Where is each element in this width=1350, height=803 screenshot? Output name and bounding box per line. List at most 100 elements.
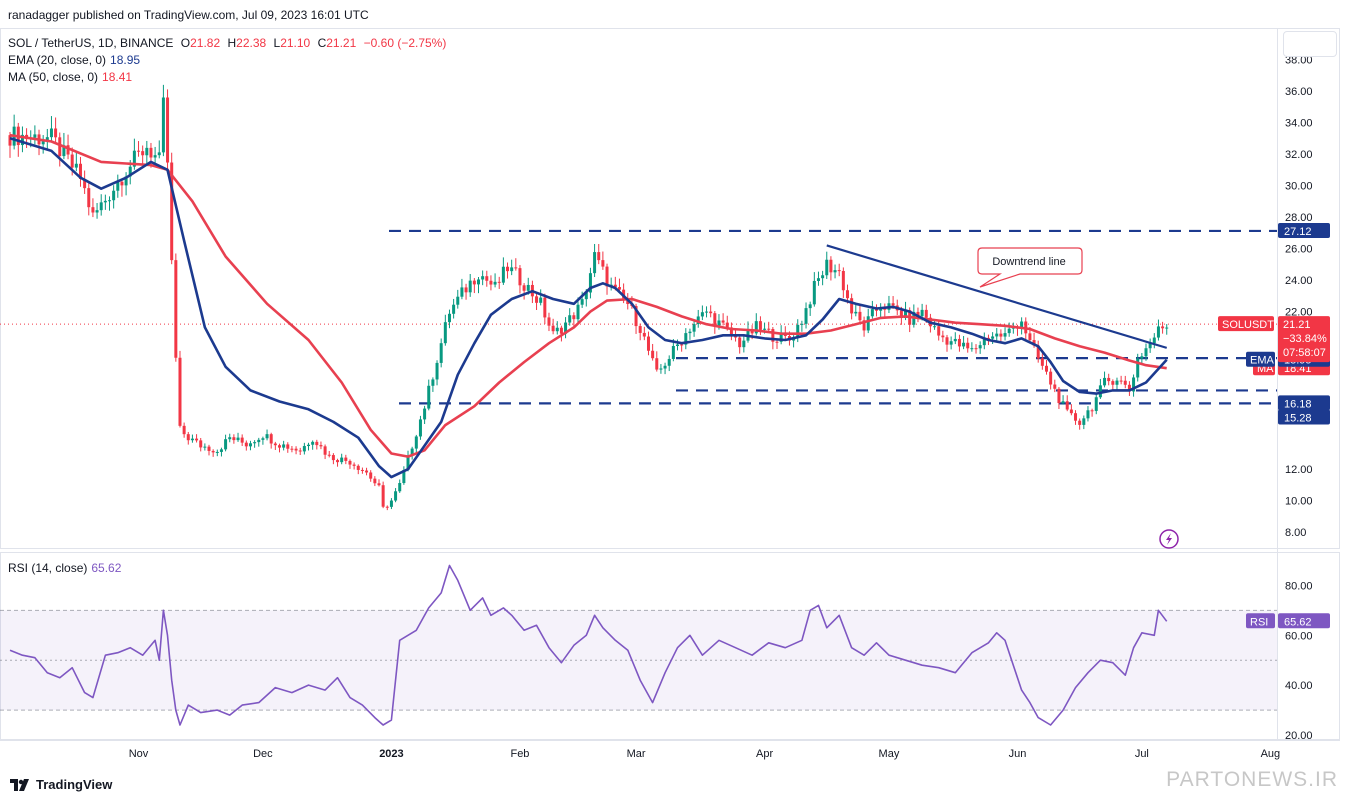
candle-body: [282, 444, 286, 448]
candle-body: [800, 323, 804, 325]
candle-body: [858, 311, 862, 321]
candle-body: [348, 460, 352, 465]
candle-body: [385, 506, 389, 508]
candle-body: [613, 284, 617, 288]
lightning-icon[interactable]: [1159, 529, 1179, 549]
rsi-value-tag: 65.62: [1284, 616, 1312, 628]
candle-body: [501, 266, 505, 283]
candle-body: [941, 335, 945, 338]
candle-body: [418, 419, 422, 437]
candle-body: [825, 259, 829, 276]
rsi-band-fill: [0, 610, 1277, 711]
candle-body: [265, 434, 269, 439]
price-axis-tick: 22.00: [1285, 307, 1313, 319]
candle-body: [933, 326, 937, 328]
symbol-tag: SOLUSDT: [1222, 319, 1274, 331]
time-axis-tick: Aug: [1261, 748, 1281, 760]
time-axis-tick: Apr: [756, 748, 773, 760]
candle-body: [120, 181, 124, 186]
candle-body: [580, 299, 584, 305]
candle-body: [539, 297, 543, 303]
candle-body: [1036, 345, 1040, 359]
candle-body: [311, 441, 315, 445]
candle-body: [493, 281, 497, 285]
candle-body: [510, 267, 514, 272]
candle-body: [381, 485, 385, 507]
level-tag-16-18: 16.18: [1284, 398, 1312, 410]
candle-body: [522, 285, 526, 291]
annotation-callout: Downtrend line: [977, 247, 1083, 288]
candle-body: [1136, 358, 1140, 378]
candle-body: [891, 303, 895, 306]
price-axis-tick: 36.00: [1285, 86, 1313, 98]
candle-body: [443, 322, 447, 344]
candle-body: [837, 270, 841, 272]
candle-body: [1094, 397, 1098, 411]
candle-body: [725, 322, 729, 328]
candle-body: [257, 439, 261, 443]
time-axis-tick: Mar: [627, 748, 646, 760]
price-axis-tick: 34.00: [1285, 118, 1313, 130]
candle-body: [302, 446, 306, 452]
candle-body: [601, 260, 605, 267]
candle-body: [638, 326, 642, 333]
candle-body: [360, 469, 364, 471]
candle-body: [775, 341, 779, 343]
candle-body: [439, 343, 443, 363]
candle-body: [170, 162, 174, 261]
candle-body: [1057, 388, 1061, 404]
chart-settings-button[interactable]: [1283, 31, 1337, 57]
candle-body: [551, 325, 555, 332]
candle-body: [327, 454, 331, 456]
price-axis-tick: 28.00: [1285, 212, 1313, 224]
candle-body: [1069, 409, 1073, 414]
candle-body: [957, 338, 961, 347]
candle-body: [497, 281, 501, 283]
candle-body: [447, 313, 451, 323]
candle-body: [153, 155, 157, 158]
price-axis-tick: 8.00: [1285, 527, 1306, 539]
candle-body: [995, 333, 999, 337]
ma-50-line: [9, 133, 1167, 458]
candle-body: [974, 348, 978, 350]
candle-body: [8, 135, 12, 146]
candle-body: [754, 321, 758, 334]
downtrend-line: [826, 244, 1168, 349]
candle-body: [423, 408, 427, 420]
candle-body: [924, 309, 928, 318]
candle-body: [464, 287, 468, 293]
candle-body: [286, 444, 290, 449]
candle-body: [190, 438, 194, 441]
candle-body: [1061, 401, 1065, 404]
candle-body: [634, 306, 638, 327]
candle-body: [99, 202, 103, 211]
candle-body: [58, 137, 62, 157]
candle-body: [352, 464, 356, 466]
candle-body: [182, 425, 186, 435]
candle-body: [899, 310, 903, 319]
candle-body: [389, 500, 393, 507]
candle-body: [559, 327, 563, 334]
candle-body: [543, 297, 547, 318]
tradingview-logo[interactable]: TradingView: [10, 777, 112, 792]
candle-body: [427, 385, 431, 409]
ma-value: 18.41: [102, 70, 133, 84]
candle-body: [45, 137, 49, 142]
candle-body: [261, 438, 265, 440]
candle-body: [1148, 343, 1152, 349]
ema-value: 18.95: [110, 53, 141, 67]
candle-body: [481, 276, 485, 280]
candle-body: [684, 333, 688, 345]
level-tag-27-12-bg: [1278, 222, 1330, 238]
candle-body: [642, 332, 646, 337]
candle-body: [277, 445, 281, 448]
candle-body: [340, 457, 344, 463]
candle-body: [514, 267, 518, 269]
ema-legend: EMA (20, close, 0) 18.95: [8, 53, 140, 67]
candle-body: [688, 331, 692, 334]
candle-body: [1090, 410, 1094, 412]
candle-body: [663, 365, 667, 369]
candle-body: [1086, 410, 1090, 419]
candle-body: [248, 443, 252, 447]
candle-body: [485, 276, 489, 281]
